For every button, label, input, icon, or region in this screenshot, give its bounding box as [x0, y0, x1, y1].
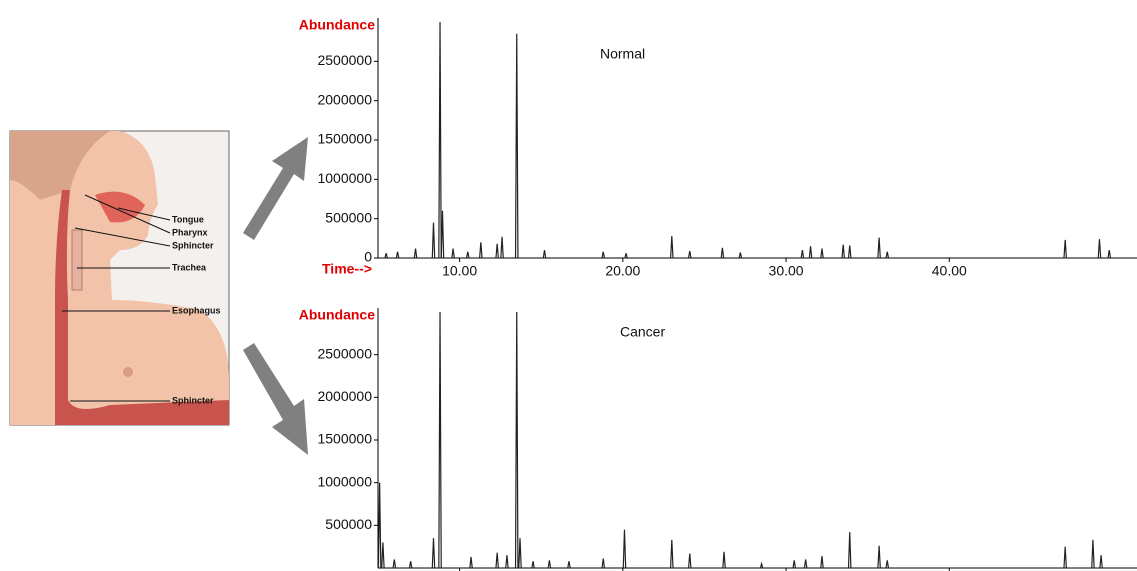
trachea	[71, 229, 83, 291]
y-tick-label: 1500000	[317, 431, 372, 447]
tongue	[95, 191, 145, 223]
y-tick-label: 2000000	[317, 91, 372, 107]
peak	[469, 556, 473, 569]
y-tick-label: 1000000	[317, 473, 372, 489]
anatomy-label: Esophagus	[172, 305, 221, 315]
peak	[1091, 539, 1095, 569]
peak	[495, 552, 499, 569]
peak	[624, 253, 628, 259]
annotation: Cancer	[620, 324, 665, 340]
peak	[1063, 546, 1067, 569]
peak	[479, 242, 483, 259]
y-tick-label: 2500000	[317, 345, 372, 361]
peak	[531, 561, 535, 569]
x-tick-label: 10.00	[442, 263, 477, 279]
peak	[440, 210, 445, 259]
peak	[738, 252, 743, 259]
peak	[601, 251, 606, 259]
y-tick-label: 500000	[325, 209, 372, 225]
peak	[395, 251, 400, 259]
peak	[885, 560, 890, 569]
peak	[1099, 555, 1103, 569]
peak	[847, 245, 852, 259]
y-tick-label: 1000000	[317, 170, 372, 186]
peak	[670, 235, 674, 259]
peak	[885, 251, 890, 259]
peak	[567, 561, 571, 569]
x-tick-label: 20.00	[605, 263, 640, 279]
anatomy-label: Sphincter	[172, 240, 214, 250]
annotation: Normal	[600, 46, 645, 62]
peak	[465, 251, 470, 259]
peak	[408, 561, 413, 569]
peak	[687, 553, 692, 569]
peak	[1107, 250, 1112, 259]
peak	[687, 250, 692, 259]
peak	[877, 545, 881, 569]
peak	[381, 542, 385, 569]
peak	[800, 250, 805, 259]
x-tick-label: 30.00	[769, 263, 804, 279]
peak	[438, 21, 442, 259]
nipple	[123, 367, 133, 377]
x-tick-label: 40.00	[932, 263, 967, 279]
y-tick-label: 2000000	[317, 388, 372, 404]
y-tick-label: 500000	[325, 516, 372, 532]
peak	[803, 559, 808, 569]
illustration: Tongue Pharynx Sphincter Trachea Esophag…	[9, 130, 230, 426]
peak	[877, 237, 881, 259]
peak	[808, 246, 813, 259]
peak	[622, 529, 627, 569]
peak	[392, 559, 397, 569]
leader-lines	[62, 194, 171, 402]
peak	[542, 250, 547, 259]
y-tick-label: 0	[364, 249, 372, 265]
peak	[514, 311, 519, 569]
y-axis-label: Abundance	[299, 17, 375, 33]
peak	[722, 551, 726, 569]
peak	[431, 538, 436, 569]
hair-shadow	[10, 131, 110, 200]
peak	[841, 244, 845, 259]
anatomy-label: Trachea	[172, 262, 207, 272]
peak	[1063, 239, 1067, 259]
peak	[514, 33, 519, 259]
x-axis-label: Time-->	[322, 261, 372, 277]
peak	[547, 560, 552, 569]
peak	[847, 532, 852, 569]
peak	[431, 222, 436, 259]
peak	[438, 311, 442, 569]
peak	[413, 248, 418, 259]
peak	[451, 248, 455, 259]
peak	[505, 555, 509, 569]
arrow-up	[243, 137, 308, 240]
anatomy-label: Pharynx	[172, 227, 208, 237]
peak	[670, 539, 674, 569]
peak	[820, 248, 824, 259]
peak	[384, 253, 388, 259]
esophagus	[55, 190, 229, 425]
y-tick-label: 2500000	[317, 52, 372, 68]
y-tick-label: 1500000	[317, 131, 372, 147]
peak	[759, 561, 764, 569]
peak	[518, 538, 522, 569]
peak	[495, 243, 499, 259]
arrows	[243, 137, 308, 455]
y-axis-label: Abundance	[299, 307, 375, 323]
peak	[601, 558, 606, 569]
peak	[500, 236, 504, 259]
peak	[720, 247, 725, 259]
peak	[820, 555, 824, 569]
anatomy-label: Tongue	[172, 214, 204, 224]
peak	[1097, 239, 1102, 259]
arrow-down	[243, 343, 308, 455]
anatomy-label: Sphincter	[172, 395, 214, 405]
peak	[792, 560, 797, 569]
peak	[377, 482, 382, 569]
